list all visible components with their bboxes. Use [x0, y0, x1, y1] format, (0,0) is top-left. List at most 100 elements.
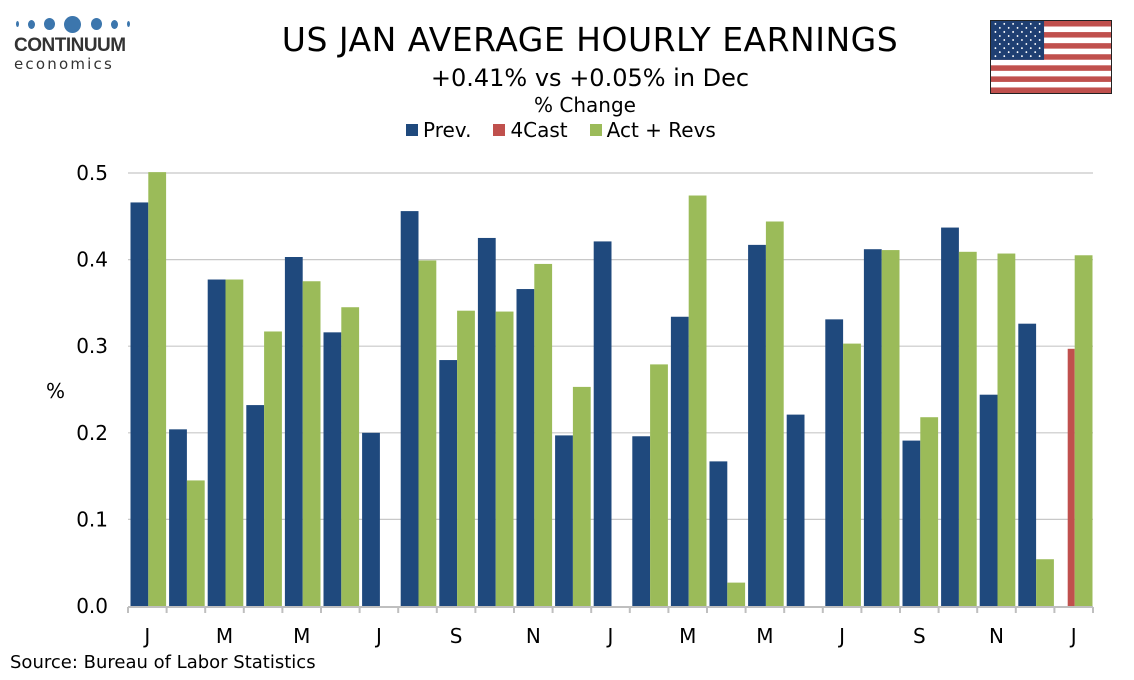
x-tick-label: M: [293, 624, 310, 648]
legend: Prev. 4Cast Act + Revs: [406, 118, 716, 142]
units-label: % Change: [534, 93, 636, 117]
bar-act-revs: [457, 310, 475, 606]
flag-star: [1003, 47, 1006, 50]
flag-star: [1016, 34, 1019, 37]
bars: [130, 172, 1093, 607]
flag-star: [1038, 22, 1041, 25]
us-flag-icon: [990, 20, 1112, 94]
legend-swatch-4cast: [493, 124, 506, 136]
bar-act-revs: [765, 221, 784, 606]
bar-prev: [169, 429, 187, 606]
bar-act-revs: [1074, 255, 1093, 606]
flag-stripe: [991, 81, 1111, 88]
x-tick-label: S: [450, 624, 463, 648]
x-tick-label: M: [216, 624, 233, 648]
bar-prev: [516, 289, 535, 606]
flag-star: [1003, 39, 1006, 42]
bar-prev: [941, 227, 959, 607]
flag-star: [1029, 22, 1032, 25]
flag-stripe: [991, 37, 1111, 44]
flag-star: [1038, 39, 1041, 42]
chart-title: US JAN AVERAGE HOURLY EARNINGS: [281, 20, 899, 59]
bar-act-revs: [418, 260, 437, 606]
bar-prev: [555, 435, 573, 606]
flag-star: [1012, 39, 1014, 42]
flag-star: [1021, 22, 1023, 25]
bar-act-revs: [1036, 559, 1054, 606]
bar-prev: [323, 332, 342, 606]
x-tick-label: J: [837, 624, 845, 648]
flag-star: [1012, 47, 1014, 50]
flag-stripe: [991, 26, 1111, 33]
flag-star: [1007, 51, 1010, 54]
flag-star: [1003, 22, 1006, 25]
bar-prev: [825, 319, 844, 606]
flag-star: [1016, 51, 1019, 54]
flag-stripe: [991, 32, 1111, 38]
bar-prev: [284, 257, 303, 606]
flag-stripe: [991, 87, 1111, 93]
bar-prev: [207, 279, 226, 606]
bar-act-revs: [534, 263, 553, 606]
flag-star: [1016, 43, 1019, 46]
flag-star: [1029, 55, 1032, 58]
x-tick-label: S: [913, 624, 926, 648]
y-tick-label: 0.4: [76, 248, 108, 272]
flag-star: [1025, 43, 1028, 46]
flag-star: [1029, 30, 1032, 33]
bar-prev: [748, 244, 766, 607]
bar-act-revs: [997, 253, 1016, 606]
brand-sub: economics: [14, 55, 114, 73]
flag-star: [1025, 34, 1028, 37]
flag-stripe: [991, 43, 1111, 49]
flag-star: [998, 51, 1001, 54]
brand-logo: CONTINUUM economics: [14, 14, 132, 72]
brand-name: CONTINUUM: [14, 35, 126, 56]
bar-prev: [902, 440, 921, 606]
bar-act-revs: [341, 307, 360, 606]
flag-star: [1012, 55, 1014, 58]
x-axis: [127, 606, 1094, 613]
flag-star: [1012, 30, 1014, 33]
flag-star: [1029, 39, 1032, 42]
bar-4cast: [1067, 348, 1075, 606]
flag-star: [994, 22, 997, 25]
bar-prev: [786, 414, 805, 606]
flag-star: [994, 47, 997, 50]
bar-prev: [863, 249, 882, 606]
bar-act-revs: [688, 195, 707, 607]
bar-act-revs: [302, 281, 321, 606]
flag-star: [994, 30, 997, 33]
flag-star: [1016, 26, 1019, 29]
bar-act-revs: [225, 279, 244, 606]
flag-star: [994, 55, 997, 58]
legend-label-prev: Prev.: [423, 118, 472, 142]
flag-star: [1021, 47, 1023, 50]
flag-stripe: [991, 70, 1111, 77]
y-tick-label: 0.3: [76, 334, 108, 358]
flag-stripe: [991, 76, 1111, 83]
bar-prev: [979, 394, 998, 606]
flag-star: [1025, 51, 1028, 54]
bar-prev: [709, 461, 728, 606]
y-tick-label: 0.5: [76, 161, 108, 185]
x-tick-label: N: [526, 624, 541, 648]
x-tick-label: M: [679, 624, 696, 648]
legend-swatch-act: [589, 124, 602, 136]
flag-star: [998, 43, 1001, 46]
bar-prev: [362, 432, 380, 606]
flag-star: [1038, 30, 1041, 33]
flag-star: [1007, 26, 1010, 29]
x-tick-label: M: [756, 624, 773, 648]
bar-prev: [670, 316, 689, 606]
bar-prev: [439, 360, 458, 606]
bar-act-revs: [148, 172, 167, 606]
x-tick-label: J: [1069, 624, 1077, 648]
flag-star: [1003, 55, 1006, 58]
bar-act-revs: [495, 311, 514, 606]
y-tick-label: 0.2: [76, 421, 108, 445]
bar-prev: [477, 237, 496, 606]
flag-star: [994, 39, 997, 42]
bar-act-revs: [727, 582, 746, 606]
